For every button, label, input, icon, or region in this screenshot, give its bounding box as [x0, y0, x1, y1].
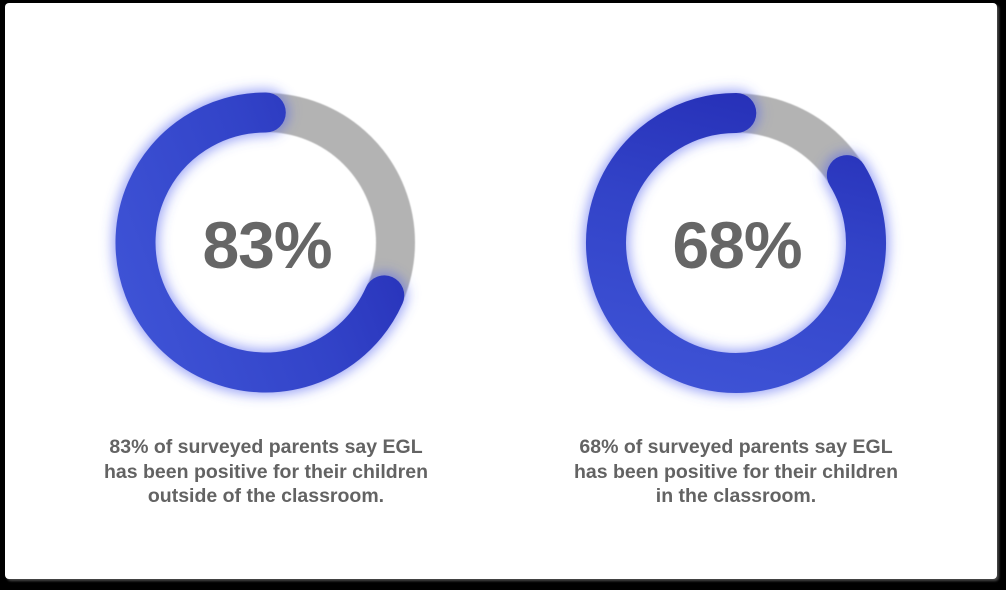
donut-charts-canvas	[112, 89, 889, 396]
donut-2-value-arc	[586, 93, 886, 393]
caption-line: has been positive for their children	[574, 460, 898, 483]
donut-2-percentage-label: 68%	[672, 208, 802, 282]
donut-chart-1	[112, 89, 419, 396]
donut-1-percentage-label: 83%	[202, 208, 332, 282]
infographic-card: 83% 68% 83% of surveyed parents say EGL …	[5, 3, 997, 579]
donut-chart-2	[583, 90, 889, 396]
caption-line: has been positive for their children	[104, 460, 428, 483]
caption-line: 68% of surveyed parents say EGL	[579, 436, 893, 458]
caption-line: in the classroom.	[655, 485, 817, 507]
donut-2-caption: 68% of surveyed parents say EGL has been…	[546, 435, 926, 509]
caption-line: 83% of surveyed parents say EGL	[109, 436, 423, 458]
donut-1-value-arc	[115, 92, 416, 393]
donut-1-caption: 83% of surveyed parents say EGL has been…	[76, 435, 456, 509]
caption-line: outside of the classroom.	[147, 485, 385, 507]
